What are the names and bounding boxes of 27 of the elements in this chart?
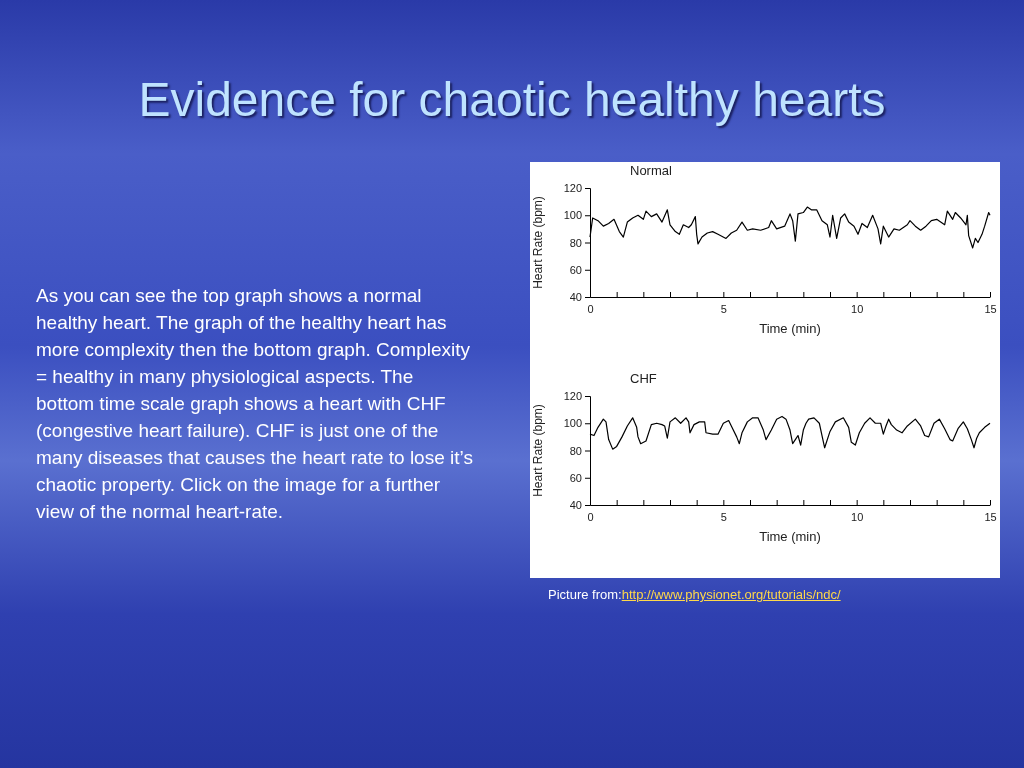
y-tick-label: 80 [569,236,582,249]
chart-title: Normal [630,163,673,178]
text: As you can see the top graph shows a normal healthy heart. The graph of the healthy heart has more complexity then the bottom graph. Complexity = healthy in many physiological aspects. The bottom time scale graph shows a heart with CHF (congestive heart failure). CHF is just one of the many diseases that causes the heart rate to lose it’s chaotic property. Click on the image for a further view of the normal heart-rate. [36,285,473,522]
y-tick-label: 80 [569,444,582,457]
y-tick-label: 120 [563,182,582,195]
y-tick-label: 40 [569,291,582,304]
y-tick-label: 100 [563,209,582,222]
x-tick-label: 10 [851,510,864,523]
y-axis-title: Heart Rate (bpm) [531,196,545,289]
x-tick-label: 5 [720,302,727,315]
x-tick-label: 0 [587,302,594,315]
text: Evidence for chaotic healthy hearts [137,72,887,127]
text: Picture from:http://www.physionet.org/tutorials/ndc/ [548,587,841,602]
x-tick-label: 15 [984,510,997,523]
y-tick-label: 120 [563,390,582,403]
y-tick-label: 60 [569,471,582,484]
x-axis-title: Time (min) [759,529,821,544]
y-tick-label: 60 [569,263,582,276]
x-tick-label: 5 [720,510,727,523]
chart-title: CHF [630,371,657,386]
y-tick-label: 40 [569,499,582,512]
y-tick-label: 100 [563,417,582,430]
x-tick-label: 0 [587,510,594,523]
x-tick-label: 10 [851,302,864,315]
x-tick-label: 15 [984,302,997,315]
y-axis-title: Heart Rate (bpm) [531,404,545,497]
x-axis-title: Time (min) [759,321,821,336]
